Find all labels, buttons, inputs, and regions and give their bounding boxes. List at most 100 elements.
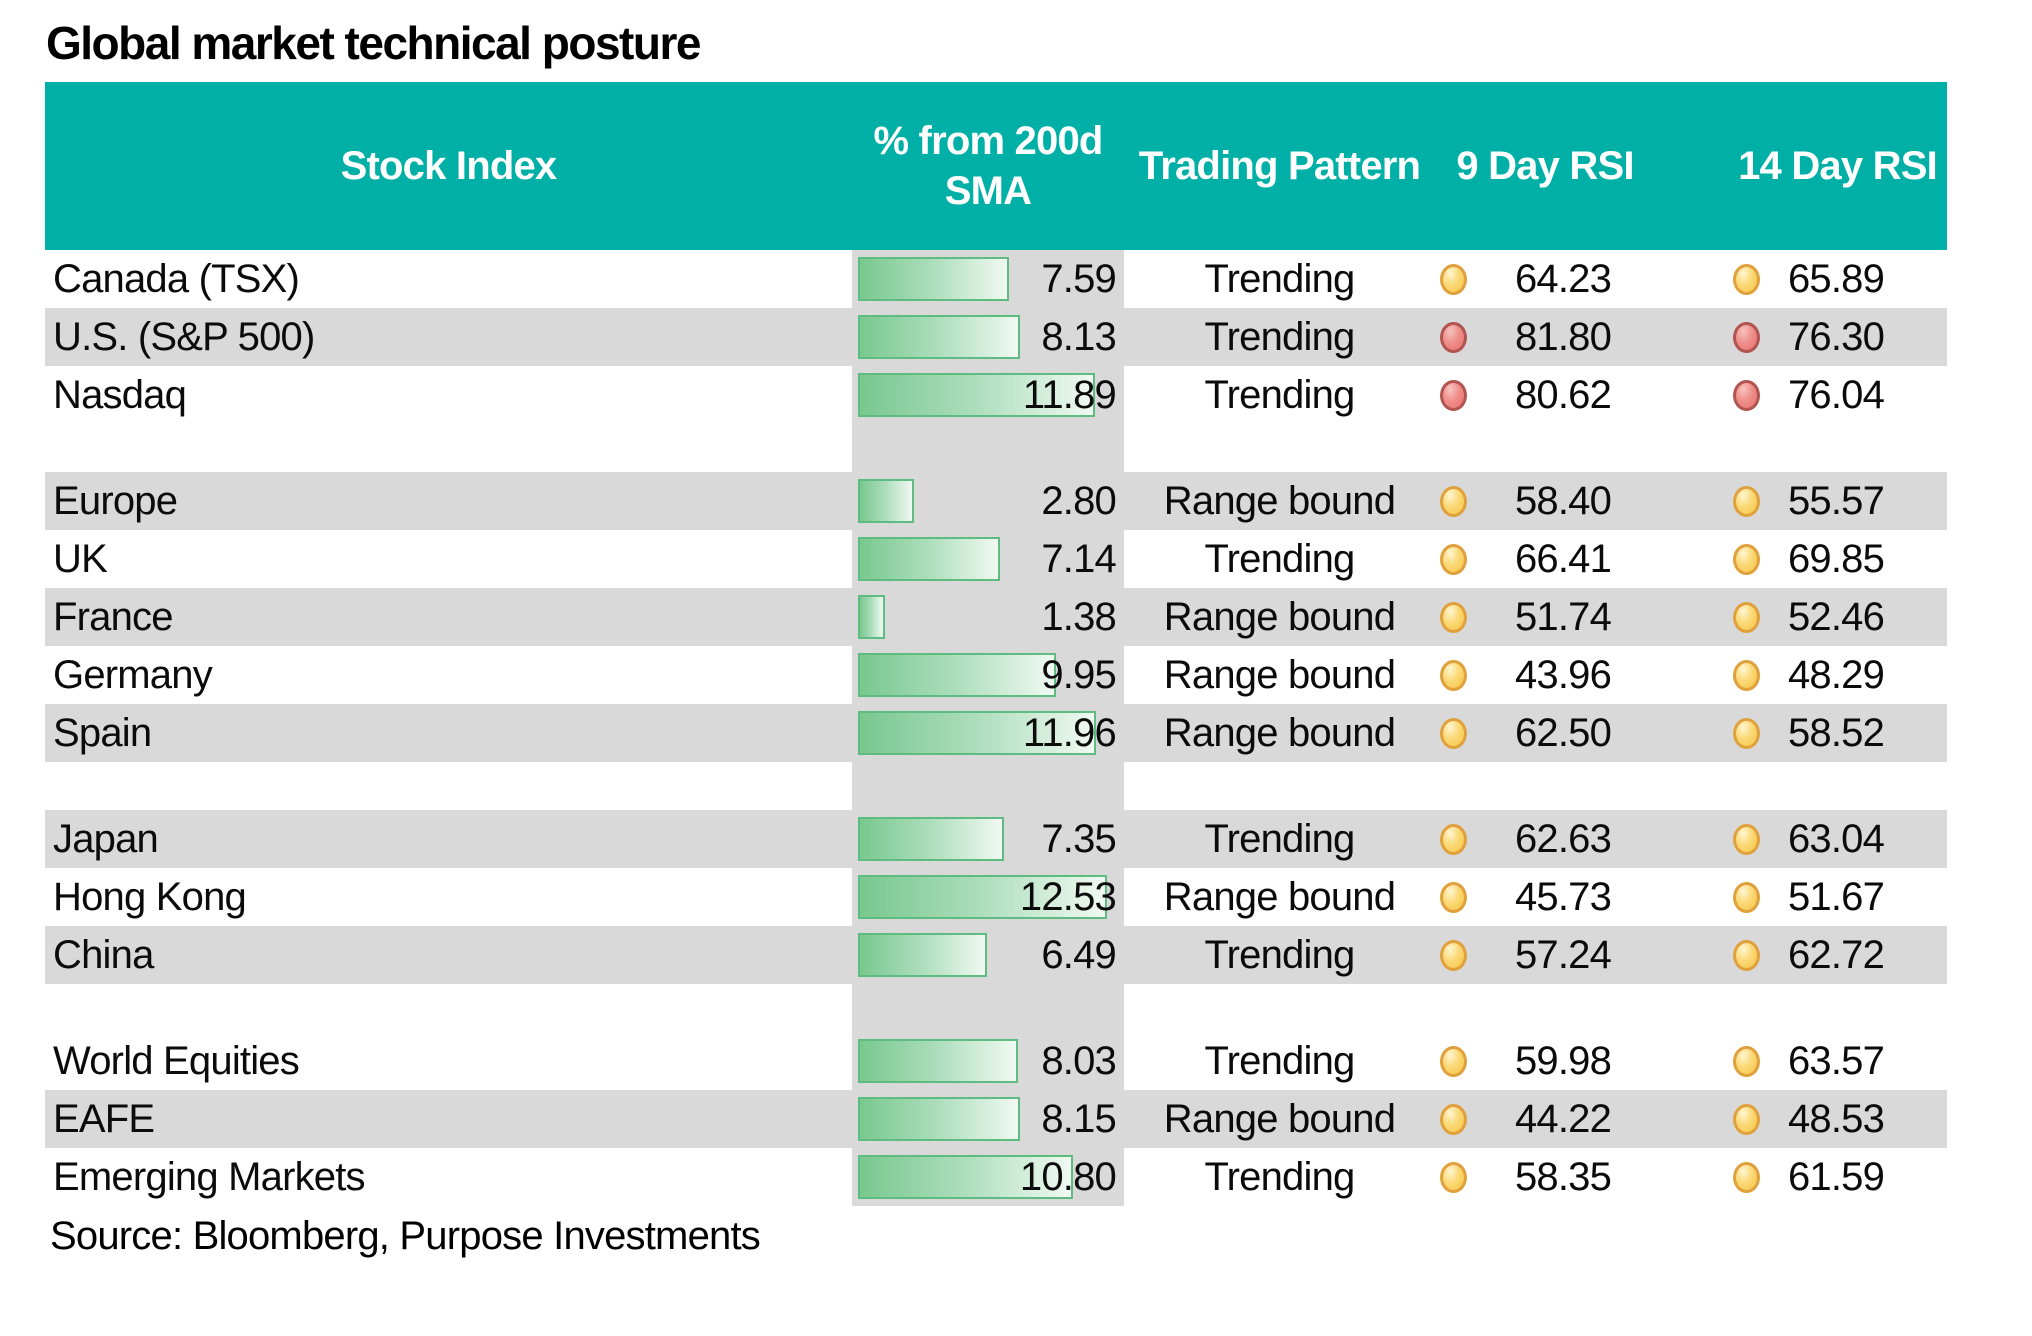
index-label: EAFE	[53, 1096, 155, 1141]
rsi14-status-cell	[1728, 1148, 1764, 1206]
rsi14-value: 76.30	[1787, 314, 1885, 359]
sma-bar-cell	[852, 762, 1124, 810]
row-right-pad	[1908, 250, 1947, 308]
rsi14-status-cell	[1728, 646, 1764, 704]
sma-bar-cell: 8.03	[852, 1032, 1124, 1090]
column-gap	[1655, 810, 1728, 868]
row-right-pad	[1908, 1032, 1947, 1090]
sma-data-bar	[858, 653, 1056, 697]
market-table: Stock Index % from 200d SMA Trading Patt…	[45, 82, 1947, 1206]
table-row: UK 7.14 Trending 66.41 69.85	[45, 530, 1947, 588]
rsi14-status-icon	[1732, 881, 1760, 913]
sma-data-bar	[858, 373, 1095, 417]
rsi14-status-cell	[1728, 530, 1764, 588]
sma-value: 2.80	[1041, 478, 1116, 523]
rsi9-status-icon	[1439, 823, 1467, 855]
sma-bar-cell: 7.14	[852, 530, 1124, 588]
rsi14-status-icon	[1732, 379, 1760, 411]
index-label: Canada (TSX)	[53, 256, 300, 301]
trading-pattern-value: Range bound	[1163, 1096, 1396, 1141]
sma-data-bar	[858, 1039, 1018, 1083]
sma-bar-cell: 7.35	[852, 810, 1124, 868]
index-label: Japan	[53, 816, 159, 861]
index-label: Nasdaq	[53, 372, 187, 417]
index-label: UK	[53, 536, 108, 581]
sma-bar-cell: 8.15	[852, 1090, 1124, 1148]
sma-data-bar	[858, 875, 1107, 919]
rsi14-status-icon	[1732, 1045, 1760, 1077]
rsi14-status-cell	[1728, 810, 1764, 868]
rsi9-status-cell	[1435, 530, 1471, 588]
rsi14-value: 52.46	[1787, 594, 1885, 639]
trading-pattern-value: Range bound	[1163, 478, 1396, 523]
column-gap	[1655, 704, 1728, 762]
rsi14-status-cell	[1728, 704, 1764, 762]
row-right-pad	[1908, 588, 1947, 646]
rsi9-value: 43.96	[1514, 652, 1612, 697]
sma-data-bar	[858, 595, 885, 639]
sma-value: 10.80	[1019, 1154, 1117, 1199]
row-right-pad	[1908, 868, 1947, 926]
sma-bar-cell: 2.80	[852, 472, 1124, 530]
rsi9-status-cell	[1435, 1032, 1471, 1090]
trading-pattern-value: Trending	[1204, 372, 1356, 417]
row-right-pad	[1908, 366, 1947, 424]
index-label: Spain	[53, 710, 152, 755]
trading-pattern-value: Trending	[1204, 256, 1356, 301]
rsi14-value: 76.04	[1787, 372, 1885, 417]
rsi9-value: 58.40	[1514, 478, 1612, 523]
table-row: Europe 2.80 Range bound 58.40 55.57	[45, 472, 1947, 530]
row-right-pad	[1908, 646, 1947, 704]
rsi9-status-icon	[1439, 485, 1467, 517]
trading-pattern-value: Range bound	[1163, 710, 1396, 755]
column-gap	[1655, 250, 1728, 308]
rsi9-status-icon	[1439, 659, 1467, 691]
index-label: China	[53, 932, 154, 977]
rsi14-status-cell	[1728, 472, 1764, 530]
rsi9-value: 45.73	[1514, 874, 1612, 919]
sma-data-bar	[858, 1097, 1020, 1141]
rsi9-status-icon	[1439, 601, 1467, 633]
trading-pattern-value: Trending	[1204, 816, 1356, 861]
rsi9-status-cell	[1435, 646, 1471, 704]
trading-pattern-value: Trending	[1204, 536, 1356, 581]
table-row: Germany 9.95 Range bound 43.96 48.29	[45, 646, 1947, 704]
rsi14-status-cell	[1728, 366, 1764, 424]
rsi9-status-icon	[1439, 263, 1467, 295]
trading-pattern-value: Trending	[1204, 314, 1356, 359]
rsi14-status-icon	[1732, 1161, 1760, 1193]
rsi14-status-icon	[1732, 485, 1760, 517]
row-right-pad	[1908, 530, 1947, 588]
rsi14-status-cell	[1728, 588, 1764, 646]
rsi14-status-icon	[1732, 939, 1760, 971]
trading-pattern-value: Range bound	[1163, 594, 1396, 639]
rsi9-status-cell	[1435, 810, 1471, 868]
row-right-pad	[1908, 704, 1947, 762]
rsi9-status-icon	[1439, 379, 1467, 411]
table-row: EAFE 8.15 Range bound 44.22 48.53	[45, 1090, 1947, 1148]
page-title: Global market technical posture	[46, 17, 701, 69]
rsi14-status-cell	[1728, 250, 1764, 308]
sma-bar-cell: 11.96	[852, 704, 1124, 762]
row-spacer	[45, 984, 1947, 1032]
sma-bar-cell: 11.89	[852, 366, 1124, 424]
sma-data-bar	[858, 933, 987, 977]
column-gap	[1655, 1090, 1728, 1148]
sma-value: 1.38	[1041, 594, 1116, 639]
sma-value: 11.89	[1022, 372, 1117, 417]
header-14-day-rsi: 14 Day RSI	[1738, 144, 1938, 188]
sma-bar-cell	[852, 424, 1124, 472]
index-label: France	[53, 594, 174, 639]
index-label: Europe	[53, 478, 178, 523]
column-gap	[1655, 926, 1728, 984]
column-gap	[1655, 588, 1728, 646]
rsi14-status-icon	[1732, 823, 1760, 855]
index-label: U.S. (S&P 500)	[53, 314, 315, 359]
table-row: Japan 7.35 Trending 62.63 63.04	[45, 810, 1947, 868]
rsi9-status-icon	[1439, 939, 1467, 971]
sma-bar-cell: 6.49	[852, 926, 1124, 984]
rsi9-status-cell	[1435, 588, 1471, 646]
rsi9-value: 58.35	[1514, 1154, 1612, 1199]
rsi9-status-cell	[1435, 472, 1471, 530]
